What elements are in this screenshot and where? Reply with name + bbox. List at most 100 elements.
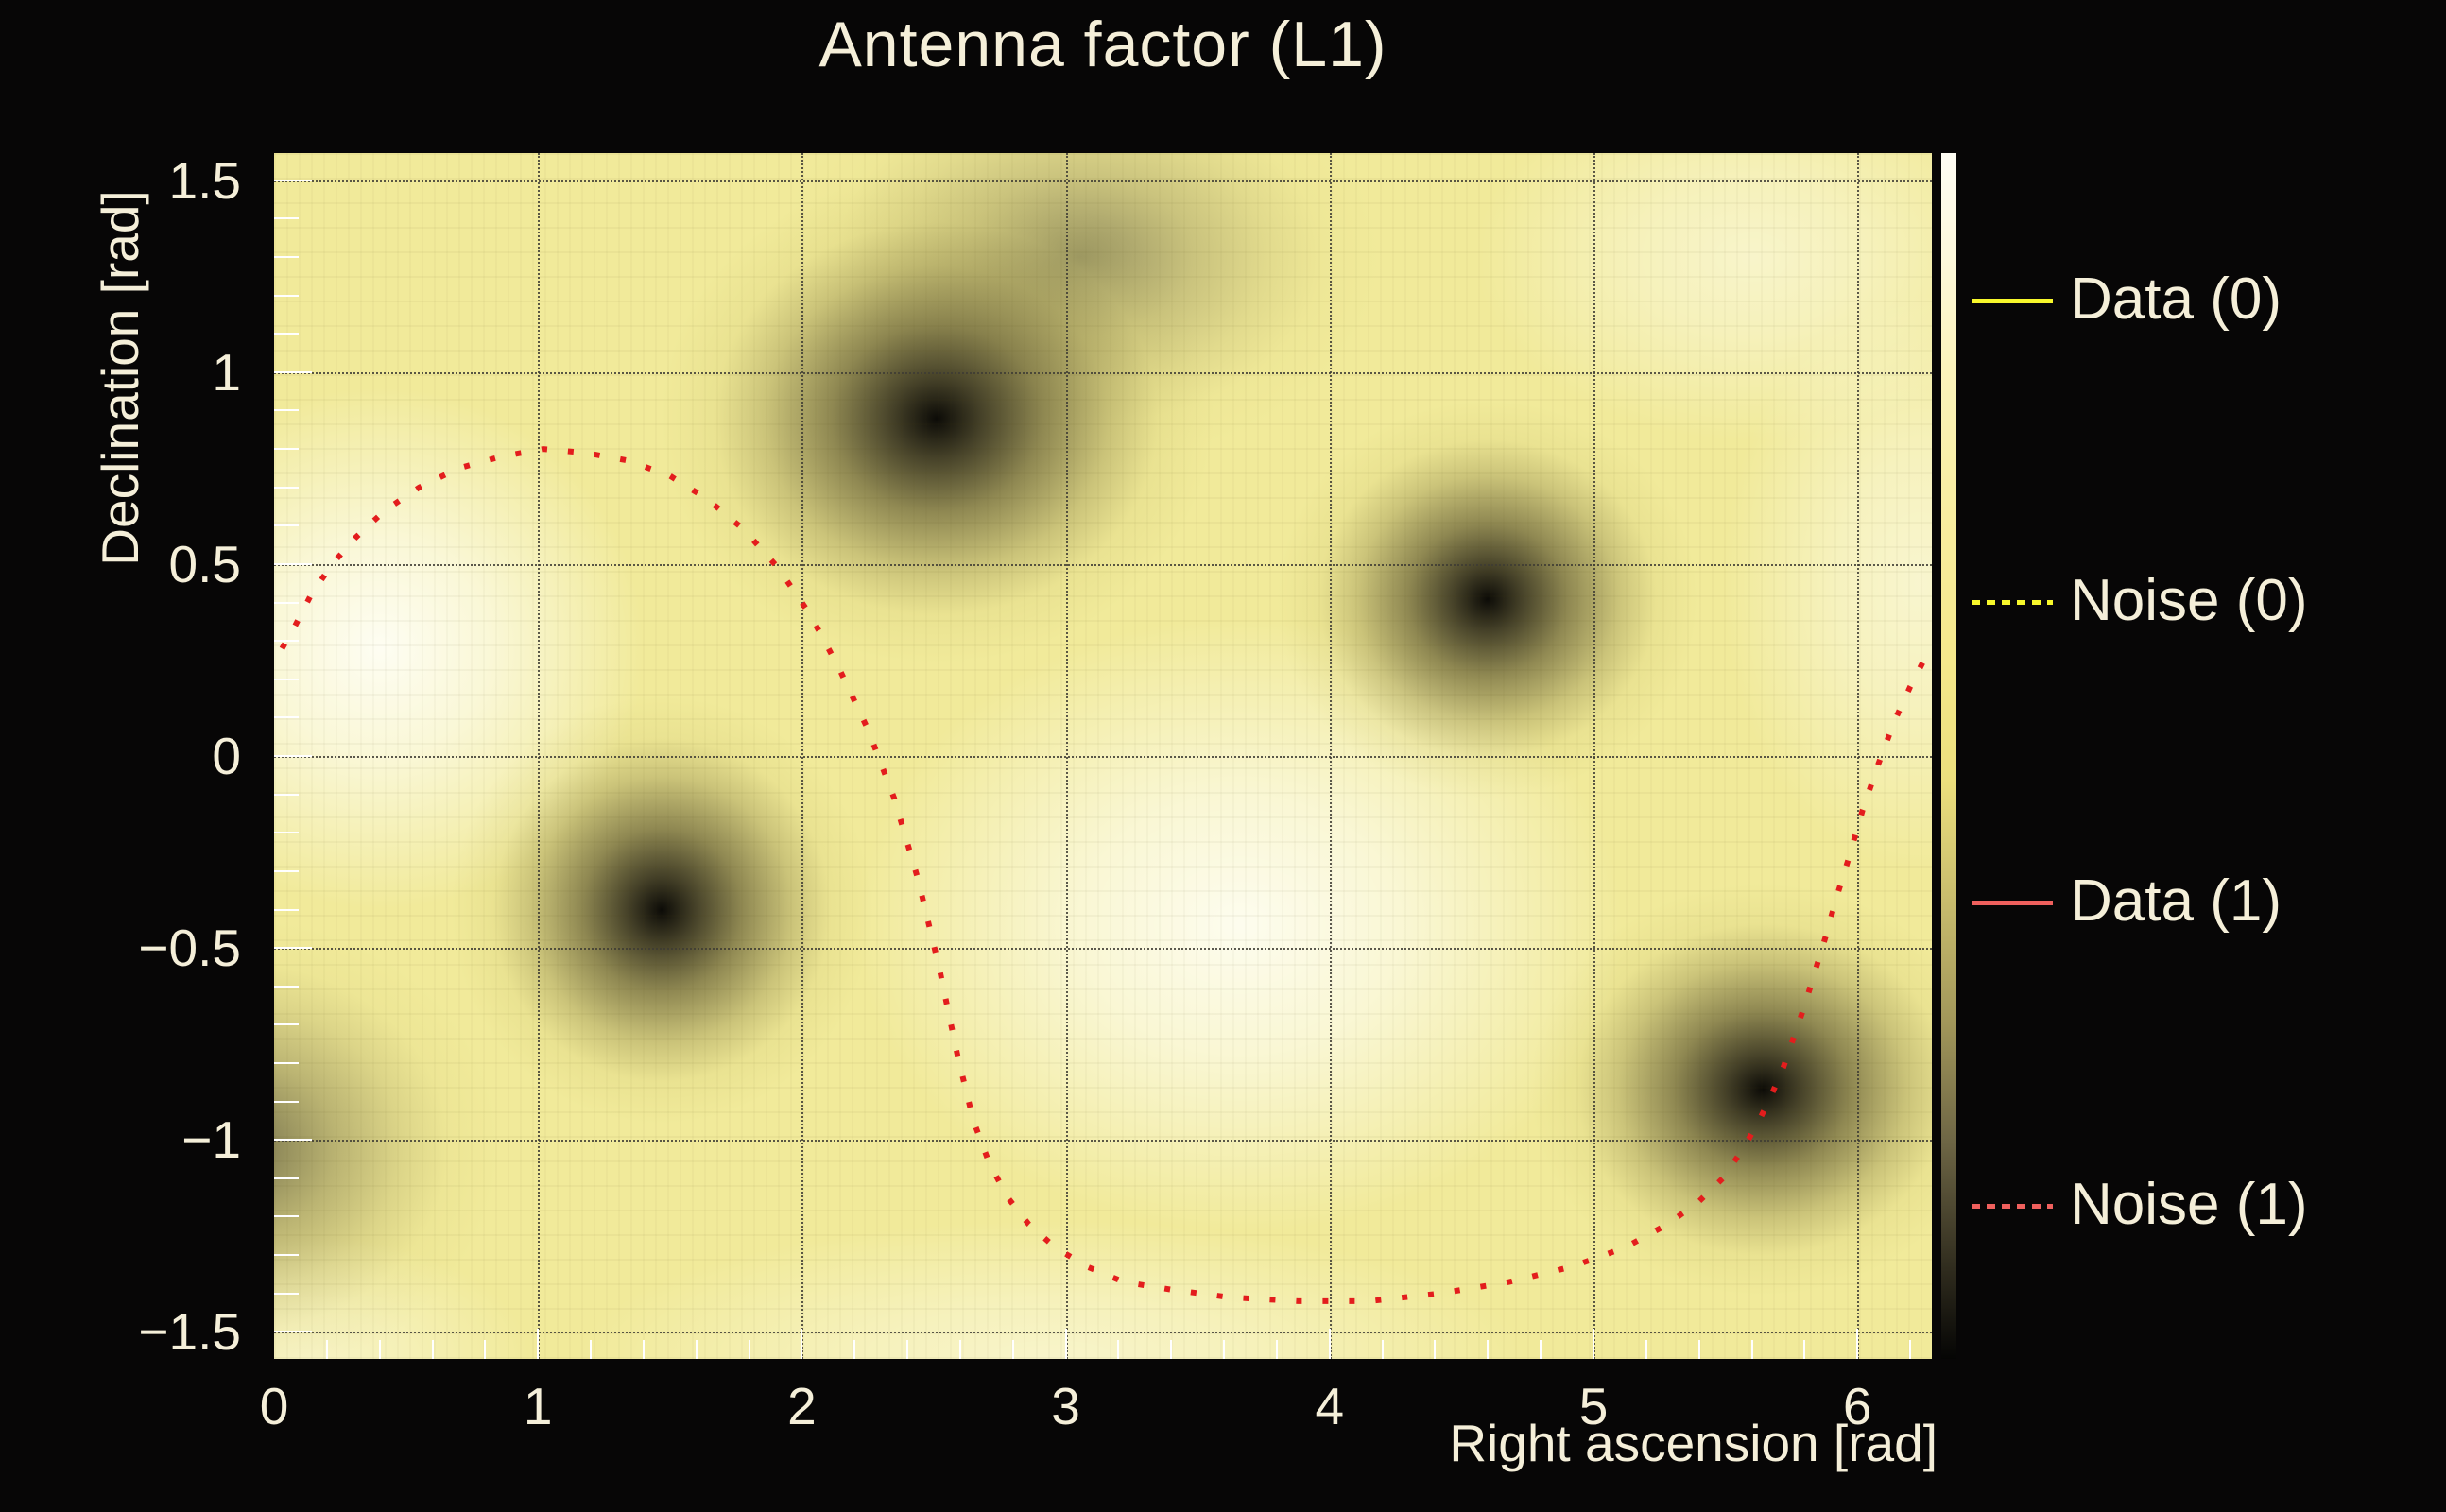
heatmap-plot-area [274,153,1932,1359]
gridline-horizontal [274,180,1932,182]
gridline-vertical [1857,153,1860,1359]
legend-label-data-0: Data (0) [2070,266,2282,332]
x-minor-tick [958,1340,961,1359]
y-minor-tick [274,869,299,872]
x-major-tick [1593,1329,1594,1359]
gridline-vertical [1593,153,1595,1359]
gridline-layer [274,153,1932,1359]
x-tick-label: 6 [1842,1377,1872,1435]
y-tick-label: 0 [212,727,241,786]
x-minor-tick [484,1340,487,1359]
x-major-tick [537,1329,540,1359]
legend-label-data-1: Data (1) [2070,868,2282,934]
y-tick-label: 1.5 [168,150,241,210]
y-minor-tick [274,832,299,834]
x-tick-label: 3 [1051,1377,1080,1435]
x-minor-tick [1117,1340,1120,1359]
y-minor-tick [274,908,299,911]
x-minor-tick [378,1340,381,1359]
heatmap-canvas [274,153,1932,1359]
y-minor-tick [274,601,299,604]
gridline-horizontal [274,1140,1932,1143]
x-minor-tick [431,1340,434,1359]
y-minor-tick [274,409,299,412]
heatmap-bin-texture [274,153,1932,1359]
x-minor-tick [642,1340,645,1359]
legend-item-noise-0: Noise (0) [1972,559,2444,644]
legend-label-noise-0: Noise (0) [2070,568,2308,633]
y-major-tick [274,1331,312,1333]
gridline-horizontal [274,563,1932,566]
x-tick-label: 0 [259,1377,289,1435]
y-major-tick [274,370,312,373]
legend-swatch-noise-1-dotted-line [1972,1204,2053,1209]
gridline-horizontal [274,756,1932,759]
x-minor-tick [906,1340,909,1359]
x-minor-tick [853,1340,856,1359]
x-minor-tick [695,1340,698,1359]
x-minor-tick [1434,1340,1437,1359]
y-tick-label: −1 [181,1110,241,1170]
gridline-horizontal [274,1332,1932,1334]
gridline-vertical [538,153,541,1359]
x-minor-tick [1540,1340,1542,1359]
y-minor-tick [274,1100,299,1103]
y-minor-tick [274,524,299,527]
y-tick-label: −0.5 [138,919,241,978]
y-minor-tick [274,255,299,258]
x-major-tick [1328,1329,1331,1359]
legend-label-noise-1: Noise (1) [2070,1172,2308,1237]
legend-item-data-1: Data (1) [1972,860,2444,945]
y-minor-tick [274,486,299,489]
x-tick-label: 2 [787,1377,817,1435]
y-tick-label: −1.5 [138,1302,241,1362]
x-minor-tick [1909,1340,1912,1359]
x-minor-tick [1170,1340,1173,1359]
y-minor-tick [274,294,299,297]
y-minor-tick [274,1215,299,1218]
x-major-tick [801,1329,803,1359]
y-tick-label: 0.5 [168,534,241,593]
x-axis-label: Right ascension [rad] [1449,1414,1938,1472]
x-minor-tick [1275,1340,1278,1359]
y-minor-tick [274,640,299,643]
gridline-horizontal [274,371,1932,374]
x-minor-tick [1750,1340,1753,1359]
y-minor-tick [274,1177,299,1179]
gridline-vertical [801,153,804,1359]
colorbar [1941,153,1956,1359]
y-minor-tick [274,448,299,451]
x-minor-tick [1223,1340,1226,1359]
x-tick-label: 5 [1578,1377,1609,1435]
legend-item-data-0: Data (0) [1972,258,2444,343]
y-minor-tick [274,716,299,719]
gridline-horizontal [274,948,1932,951]
tick-mark-layer [274,153,1932,1359]
x-minor-tick [1381,1340,1384,1359]
x-major-tick [1856,1329,1859,1359]
legend-swatch-data-0-line [1972,299,2053,303]
y-major-tick [274,1139,312,1142]
x-minor-tick [1697,1340,1700,1359]
y-major-tick [274,179,312,181]
y-minor-tick [274,1254,299,1257]
y-minor-tick [274,793,299,796]
y-minor-tick [274,678,299,680]
y-minor-tick [274,1062,299,1065]
x-minor-tick [748,1340,750,1359]
y-minor-tick [274,217,299,220]
gridline-vertical [1065,153,1068,1359]
x-minor-tick [1487,1340,1490,1359]
x-tick-label: 1 [523,1377,553,1435]
x-tick-label: 4 [1315,1377,1345,1435]
gridline-vertical [1329,153,1332,1359]
y-major-tick [274,947,312,950]
x-minor-tick [325,1340,328,1359]
y-minor-tick [274,1023,299,1026]
y-minor-tick [274,333,299,335]
legend-swatch-data-1-line [1972,901,2053,905]
x-minor-tick [1645,1340,1647,1359]
legend-item-noise-1: Noise (1) [1972,1163,2444,1248]
x-major-tick [1064,1329,1067,1359]
